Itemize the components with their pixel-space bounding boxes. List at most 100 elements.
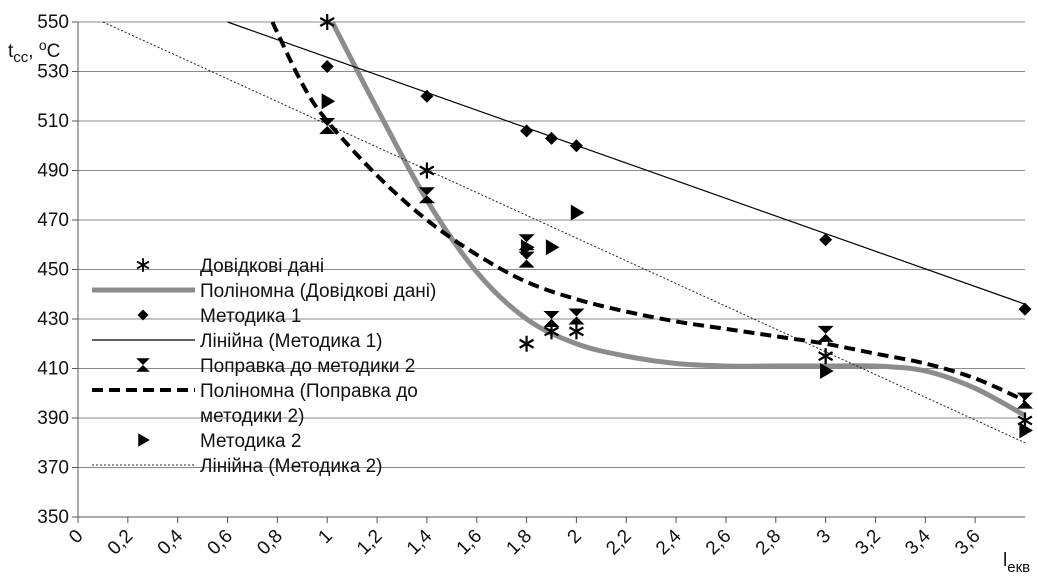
y-axis-title-unit: C bbox=[47, 41, 61, 62]
series-line-2 bbox=[329, 20, 1027, 418]
data-point-asterisk-stroke bbox=[818, 351, 834, 362]
x-tick-label: 3,6 bbox=[951, 526, 985, 560]
legend-symbol-triangle-right bbox=[138, 433, 150, 447]
y-tick-label: 510 bbox=[37, 111, 69, 132]
data-point-asterisk bbox=[568, 323, 584, 340]
x-tick-label: 0,2 bbox=[104, 526, 138, 560]
legend-label: Лінійна (Методика 1) bbox=[200, 331, 382, 352]
x-tick-label: 1 bbox=[314, 526, 336, 548]
series-line-6 bbox=[270, 21, 1026, 403]
y-axis-title-sep: , bbox=[28, 41, 39, 62]
x-tick-label: 1,6 bbox=[453, 526, 487, 560]
data-point-diamond bbox=[420, 89, 434, 103]
series-7-points bbox=[321, 93, 1033, 439]
axis-titles: tcc, oC lекв bbox=[8, 37, 1030, 576]
y-tick-label: 470 bbox=[37, 210, 69, 231]
plot-area bbox=[102, 14, 1033, 444]
grid-lines bbox=[78, 21, 1025, 518]
y-tick-label: 370 bbox=[37, 458, 69, 479]
series-1-points bbox=[319, 14, 1033, 429]
tick-labels: 350 370 390 410 430 450 470 490 510 530 550 0 0,2 0,4… bbox=[37, 12, 984, 559]
legend-label: Методика 2 bbox=[200, 431, 301, 452]
data-point-bowtie bbox=[319, 117, 336, 134]
legend-label: Довідкові дані bbox=[200, 256, 324, 277]
y-axis-title-sub: cc bbox=[13, 49, 29, 66]
x-tick-label: 2,2 bbox=[602, 526, 636, 560]
y-axis-title-main: t bbox=[8, 41, 14, 62]
x-axis-title-main: l bbox=[1003, 550, 1007, 571]
y-tick-label: 550 bbox=[37, 12, 69, 33]
legend-symbol-asterisk bbox=[136, 258, 150, 272]
legend-label: Поліномна (Поправка до bbox=[200, 381, 418, 402]
y-tick-label: 430 bbox=[37, 309, 69, 330]
data-point-diamond bbox=[520, 124, 534, 138]
series-markers bbox=[319, 14, 1033, 439]
y-tick-label: 410 bbox=[37, 359, 69, 380]
data-point-bowtie bbox=[518, 251, 535, 268]
x-tick-label: 1,4 bbox=[403, 525, 437, 559]
data-point-asterisk bbox=[519, 335, 535, 352]
y-tick-label: 390 bbox=[37, 408, 69, 429]
x-tick-label: 2,4 bbox=[652, 525, 686, 559]
series-5-points bbox=[319, 117, 1033, 409]
data-point-triangle-right bbox=[1019, 422, 1033, 439]
data-point-asterisk bbox=[419, 162, 435, 179]
y-tick-label: 450 bbox=[37, 260, 69, 281]
series-line-4 bbox=[227, 21, 1026, 305]
data-point-diamond bbox=[320, 60, 334, 74]
legend-symbol-asterisk-stroke bbox=[136, 260, 150, 270]
x-tick-label: 2,6 bbox=[702, 526, 736, 560]
series-line-8 bbox=[102, 21, 1026, 444]
data-point-asterisk-stroke bbox=[568, 326, 584, 337]
legend-symbol-bowtie bbox=[136, 358, 150, 372]
x-tick-label: 1,2 bbox=[353, 526, 387, 560]
y-tick-label: 530 bbox=[37, 62, 69, 83]
data-point-asterisk bbox=[818, 348, 834, 365]
x-tick-label: 0 bbox=[65, 526, 87, 548]
data-point-asterisk-stroke bbox=[419, 165, 435, 176]
data-point-diamond bbox=[1018, 302, 1032, 316]
y-axis-title-deg: o bbox=[39, 37, 47, 53]
data-point-bowtie bbox=[1017, 392, 1033, 409]
x-tick-label: 2,8 bbox=[752, 526, 786, 560]
data-point-asterisk bbox=[319, 14, 335, 30]
x-tick-label: 0,8 bbox=[253, 526, 287, 560]
data-point-asterisk-stroke bbox=[319, 17, 335, 27]
data-point-bowtie bbox=[543, 311, 560, 327]
legend-symbol-diamond bbox=[137, 309, 149, 321]
y-tick-label: 350 bbox=[37, 507, 69, 528]
data-point-triangle-right bbox=[820, 362, 834, 379]
legend-label: Методика 1 bbox=[200, 306, 301, 327]
legend-label: методики 2) bbox=[200, 406, 304, 427]
legend-label: Поліномна (Довідкові дані) bbox=[200, 281, 436, 302]
series-lines bbox=[102, 20, 1027, 444]
y-axis-title: tcc, oC bbox=[8, 37, 60, 66]
data-point-triangle-right bbox=[321, 93, 336, 110]
data-point-asterisk-stroke bbox=[519, 338, 535, 349]
x-tick-label: 1,8 bbox=[503, 526, 537, 560]
x-tick-label: 3,4 bbox=[901, 525, 935, 559]
data-point-bowtie bbox=[568, 308, 585, 325]
x-tick-label: 2 bbox=[564, 526, 586, 548]
data-point-bowtie bbox=[418, 187, 435, 204]
x-tick-label: 0,6 bbox=[204, 526, 238, 560]
data-point-triangle-right bbox=[570, 204, 585, 221]
legend-label: Поправка до методики 2 bbox=[200, 356, 415, 377]
x-tick-label: 3 bbox=[813, 526, 835, 548]
data-point-bowtie bbox=[817, 325, 834, 342]
data-point-asterisk-stroke bbox=[543, 326, 560, 337]
x-axis-title: lекв bbox=[1003, 550, 1030, 576]
legend-label: Лінійна (Методика 2) bbox=[200, 456, 382, 477]
series-3-points bbox=[320, 60, 1032, 316]
data-point-triangle-right bbox=[520, 239, 535, 256]
x-tick-label: 0,4 bbox=[154, 525, 188, 559]
y-tick-label: 490 bbox=[37, 161, 69, 182]
data-point-diamond bbox=[819, 233, 833, 247]
legend: Довідкові дані Поліномна (Довідкові дані)… bbox=[92, 256, 436, 477]
axes bbox=[72, 21, 1025, 523]
data-point-diamond bbox=[569, 139, 583, 153]
x-axis-title-sub: екв bbox=[1007, 559, 1030, 576]
data-point-diamond bbox=[545, 131, 558, 145]
x-tick-label: 3,2 bbox=[851, 526, 885, 560]
